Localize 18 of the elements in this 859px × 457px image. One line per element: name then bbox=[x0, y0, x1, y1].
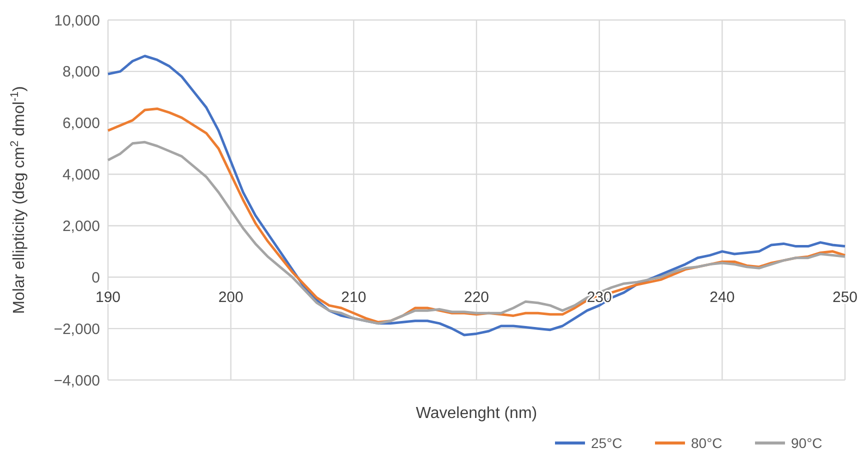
legend-label: 25°C bbox=[591, 435, 622, 451]
x-tick-label: 250 bbox=[832, 289, 858, 306]
y-tick-label: 6,000 bbox=[62, 115, 100, 132]
x-tick-label: 210 bbox=[341, 289, 366, 306]
legend-label: 80°C bbox=[691, 435, 722, 451]
y-tick-label: 2,000 bbox=[62, 218, 100, 235]
y-tick-label: −4,000 bbox=[54, 372, 100, 390]
legend-label: 90°C bbox=[791, 435, 822, 451]
y-tick-label: 4,000 bbox=[62, 166, 100, 184]
x-axis-title: Wavelenght (nm) bbox=[416, 405, 538, 422]
x-tick-label: 240 bbox=[710, 289, 735, 306]
x-tick-label: 220 bbox=[464, 289, 490, 306]
x-tick-label: 190 bbox=[95, 289, 121, 306]
y-tick-label: −2,000 bbox=[54, 320, 100, 338]
y-tick-label: 10,000 bbox=[54, 12, 100, 30]
x-tick-label: 200 bbox=[218, 289, 244, 306]
y-tick-label: 8,000 bbox=[62, 64, 100, 81]
y-tick-label: 0 bbox=[92, 269, 100, 286]
